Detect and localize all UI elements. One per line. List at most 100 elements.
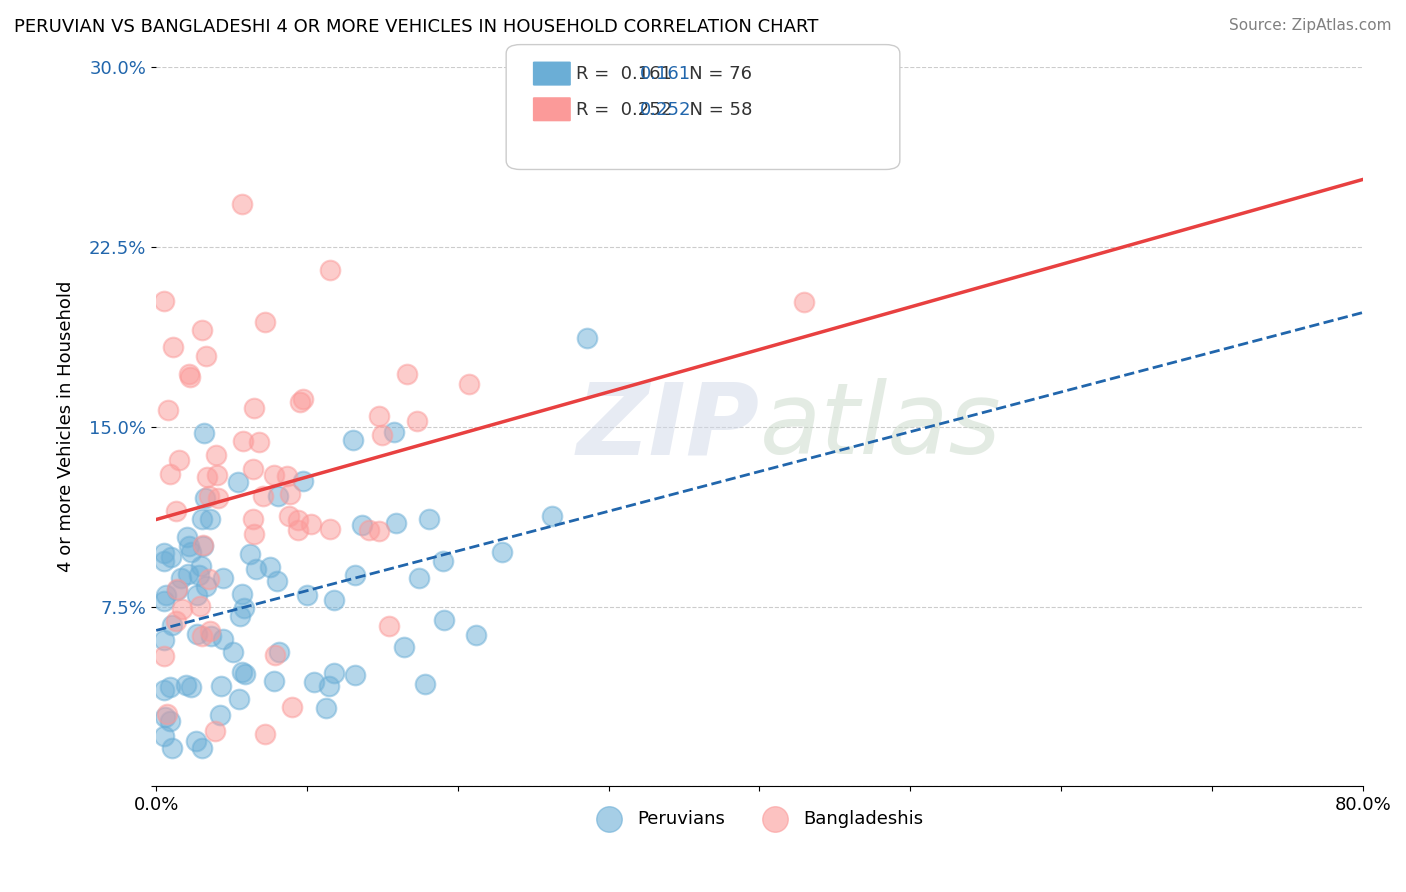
Point [235, 667, 257, 681]
Point [209, 679, 232, 693]
Point [229, 608, 252, 623]
Point [418, 512, 440, 526]
Point [186, 627, 208, 641]
Point [152, 649, 174, 664]
Point [180, 681, 202, 695]
Point [247, 435, 270, 450]
Point [264, 648, 287, 662]
Point [152, 594, 174, 608]
Point [315, 700, 337, 714]
Point [253, 316, 276, 330]
Point [242, 401, 264, 415]
Point [242, 512, 264, 526]
Point [176, 678, 198, 692]
Point [207, 468, 229, 483]
Point [166, 582, 188, 597]
Point [323, 593, 346, 607]
Point [186, 588, 208, 602]
Point [292, 392, 315, 406]
Point [198, 512, 221, 526]
Point [222, 645, 245, 659]
Point [159, 714, 181, 729]
Point [287, 523, 309, 537]
Point [166, 582, 188, 596]
Point [195, 470, 218, 484]
Point [382, 425, 405, 439]
Point [212, 571, 235, 585]
Point [575, 331, 598, 345]
Point [231, 196, 253, 211]
Point [302, 675, 325, 690]
Point [179, 367, 201, 381]
Point [433, 613, 456, 627]
Point [200, 629, 222, 643]
Point [231, 587, 253, 601]
Point [318, 263, 340, 277]
Point [280, 700, 302, 714]
Point [204, 724, 226, 739]
Point [162, 339, 184, 353]
Point [266, 574, 288, 588]
Point [277, 509, 299, 524]
Point [160, 740, 183, 755]
Point [299, 516, 322, 531]
Point [180, 544, 202, 558]
Text: 0.161: 0.161 [640, 65, 690, 83]
Text: R =  0.252   N = 58: R = 0.252 N = 58 [576, 101, 752, 119]
Point [368, 409, 391, 423]
Point [491, 545, 513, 559]
Point [226, 475, 249, 489]
Point [793, 295, 815, 310]
Point [167, 453, 190, 467]
Point [160, 549, 183, 564]
Point [157, 402, 180, 417]
Text: R =  0.161   N = 76: R = 0.161 N = 76 [576, 65, 752, 83]
Point [232, 434, 254, 448]
Point [377, 619, 399, 633]
Point [371, 427, 394, 442]
Point [259, 559, 281, 574]
Point [204, 448, 226, 462]
Point [359, 523, 381, 537]
Point [245, 561, 267, 575]
Point [406, 414, 429, 428]
Point [195, 349, 218, 363]
Point [318, 679, 340, 693]
Point [228, 691, 250, 706]
Point [267, 645, 290, 659]
Point [190, 741, 212, 756]
Point [152, 554, 174, 568]
Point [254, 727, 277, 741]
Point [179, 539, 201, 553]
Point [295, 588, 318, 602]
Point [153, 729, 176, 743]
Point [392, 640, 415, 655]
Point [432, 554, 454, 568]
Point [191, 323, 214, 337]
Point [191, 629, 214, 643]
Point [190, 559, 212, 574]
Point [231, 665, 253, 679]
Point [263, 673, 285, 688]
Point [208, 708, 231, 723]
Point [319, 522, 342, 536]
Legend: Peruvians, Bangladeshis: Peruvians, Bangladeshis [589, 803, 931, 835]
Point [188, 568, 211, 582]
Point [193, 539, 215, 553]
Point [152, 294, 174, 309]
Point [239, 547, 262, 561]
Point [160, 618, 183, 632]
Point [194, 579, 217, 593]
Point [276, 468, 298, 483]
Point [212, 632, 235, 646]
Point [457, 376, 479, 391]
Point [155, 588, 177, 602]
Point [278, 487, 301, 501]
Point [152, 683, 174, 698]
Point [263, 468, 285, 483]
Point [188, 599, 211, 613]
Point [165, 504, 187, 518]
Point [396, 367, 419, 381]
Point [159, 680, 181, 694]
Point [350, 518, 373, 533]
